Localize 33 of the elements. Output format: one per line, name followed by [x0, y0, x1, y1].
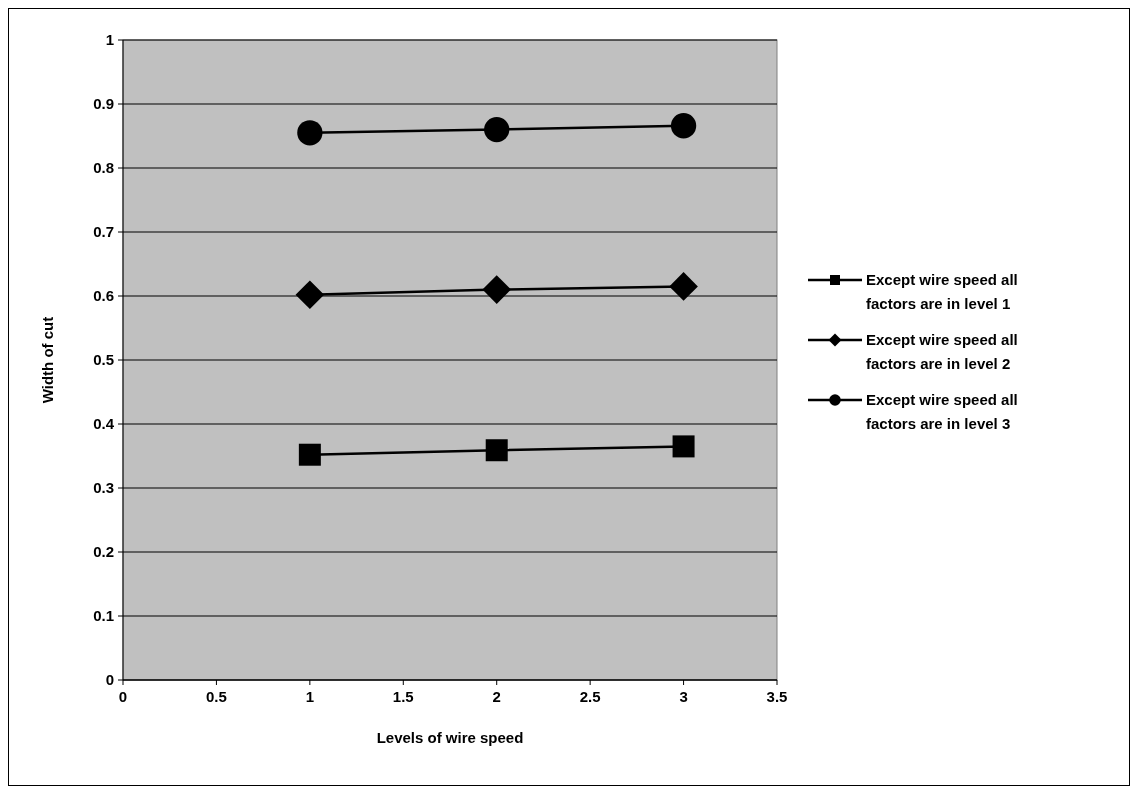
x-axis-title: Levels of wire speed [376, 729, 524, 746]
y-tick-label: 0.2 [93, 543, 114, 561]
legend-label: Except wire speed all factors are in level 3 [866, 391, 1018, 433]
x-tick-label: 0.5 [206, 688, 227, 705]
point [482, 275, 512, 304]
point [670, 113, 697, 139]
y-tick-label: 1 [105, 31, 114, 49]
y-tick-label: 0.9 [93, 95, 114, 113]
y-tick-label: 0.3 [93, 479, 114, 497]
y-tick-label: 0.5 [93, 351, 114, 369]
y-tick-label: 0.7 [93, 223, 114, 241]
x-tick-label: 2.5 [579, 688, 601, 705]
y-tick-label: 0 [105, 671, 114, 689]
y-tick-label: 0.4 [93, 415, 115, 433]
point [485, 439, 508, 462]
y-axis-title: Width of cut [39, 316, 56, 404]
y-tick-label: 0.6 [93, 287, 114, 305]
point [297, 120, 323, 146]
legend-label: Except wire speed all factors are in level 2 [866, 331, 1018, 373]
x-tick-label: 3 [679, 688, 688, 705]
point [298, 443, 321, 466]
x-tick-label: 2 [492, 688, 501, 705]
y-tick-label: 0.8 [93, 159, 114, 177]
point [484, 116, 510, 143]
x-tick-label: 1.5 [392, 688, 414, 705]
x-tick-label: 1 [305, 688, 315, 705]
point [295, 280, 325, 310]
point [669, 272, 698, 301]
legend-label: Except wire speed all factors are in level 1 [866, 271, 1018, 313]
y-tick-label: 0.1 [93, 607, 114, 625]
x-tick-label: 3.5 [766, 688, 788, 705]
x-tick-label: 0 [118, 688, 128, 705]
point [672, 435, 695, 458]
